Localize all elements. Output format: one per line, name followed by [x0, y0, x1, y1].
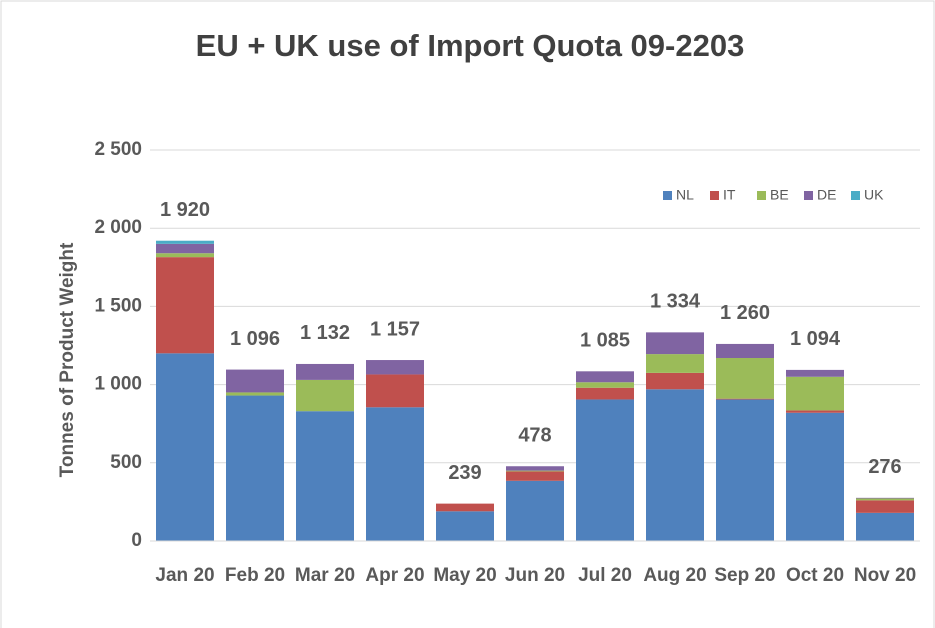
bar-segment — [786, 412, 844, 541]
bar-segment — [226, 392, 284, 396]
bar-segment — [506, 470, 564, 472]
bar-segment — [716, 358, 774, 399]
bar-segment — [156, 240, 214, 244]
legend-label: UK — [864, 187, 884, 203]
y-axis-label: Tonnes of Product Weight — [57, 242, 78, 477]
bar-segment — [226, 369, 284, 393]
legend-label: NL — [676, 187, 694, 203]
bar-segment — [506, 471, 564, 481]
legend-swatch — [804, 191, 813, 200]
bar-segment — [856, 500, 914, 513]
legend-label: DE — [817, 187, 836, 203]
bar-segment — [576, 382, 634, 388]
y-tick-label: 2 000 — [94, 217, 142, 238]
bar-segment — [856, 512, 914, 541]
bar-segment — [646, 354, 704, 373]
bar-segment — [646, 332, 704, 355]
total-label: 1 334 — [650, 291, 701, 313]
bar-segment — [646, 372, 704, 390]
total-label: 1 085 — [580, 330, 630, 352]
bar-segment — [226, 395, 284, 541]
bar-segment — [436, 503, 494, 512]
x-tick-label: Jun 20 — [504, 565, 566, 586]
y-tick-label: 1 000 — [94, 374, 142, 395]
total-label: 1 920 — [160, 199, 210, 221]
bar-segment — [156, 257, 214, 354]
bar-segment — [366, 374, 424, 408]
total-label: 276 — [868, 456, 901, 478]
x-tick-label: Feb 20 — [224, 565, 286, 586]
bar-segment — [296, 411, 354, 541]
bar-segment — [576, 399, 634, 541]
bar-segment — [506, 480, 564, 541]
x-tick-label: Mar 20 — [294, 565, 356, 586]
x-tick-label: May 20 — [433, 565, 497, 586]
bar-segment — [646, 389, 704, 541]
legend-swatch — [663, 191, 672, 200]
x-tick-label: Jan 20 — [155, 565, 215, 586]
bar-segment — [786, 369, 844, 377]
x-tick-label: Apr 20 — [365, 565, 425, 586]
bar-segment — [716, 398, 774, 400]
x-tick-label: Sep 20 — [714, 565, 776, 586]
legend-label: IT — [723, 187, 736, 203]
y-tick-label: 1 500 — [94, 295, 142, 316]
total-label: 1 260 — [720, 302, 770, 324]
bar-segment — [156, 253, 214, 258]
total-label: 239 — [448, 462, 481, 484]
y-tick-label: 0 — [131, 530, 142, 551]
x-tick-label: Nov 20 — [853, 565, 917, 586]
x-tick-label: Oct 20 — [785, 565, 845, 586]
bar-segment — [296, 363, 354, 380]
bar-segment — [156, 353, 214, 541]
bar-segment — [156, 243, 214, 254]
bar-segment — [436, 511, 494, 541]
chart-title: EU + UK use of Import Quota 09-2203 — [196, 28, 745, 63]
bar-segment — [576, 387, 634, 400]
bar-segment — [786, 376, 844, 411]
bar-segment — [856, 498, 914, 501]
total-label: 1 132 — [300, 322, 350, 344]
y-tick-label: 2 500 — [94, 139, 142, 160]
bar-segment — [506, 466, 564, 471]
total-label: 1 094 — [790, 328, 841, 350]
bar-segment — [716, 399, 774, 541]
bar-segment — [576, 371, 634, 383]
legend-label: BE — [770, 187, 789, 203]
bar-segment — [856, 497, 914, 499]
bar-segment — [296, 379, 354, 412]
total-label: 478 — [518, 425, 551, 447]
x-tick-label: Aug 20 — [643, 565, 707, 586]
legend-swatch — [710, 191, 719, 200]
bar-segment — [786, 410, 844, 413]
total-label: 1 157 — [370, 318, 420, 340]
bar-segment — [366, 360, 424, 375]
bar-segment — [366, 407, 424, 541]
legend-swatch — [851, 191, 860, 200]
y-tick-label: 500 — [110, 452, 142, 473]
legend-swatch — [757, 191, 766, 200]
bar-segment — [716, 343, 774, 359]
total-label: 1 096 — [230, 328, 280, 350]
x-tick-label: Jul 20 — [578, 565, 632, 586]
